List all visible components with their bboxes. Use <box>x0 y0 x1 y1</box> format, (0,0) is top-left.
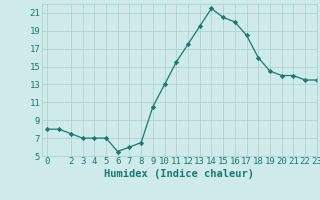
X-axis label: Humidex (Indice chaleur): Humidex (Indice chaleur) <box>104 169 254 179</box>
